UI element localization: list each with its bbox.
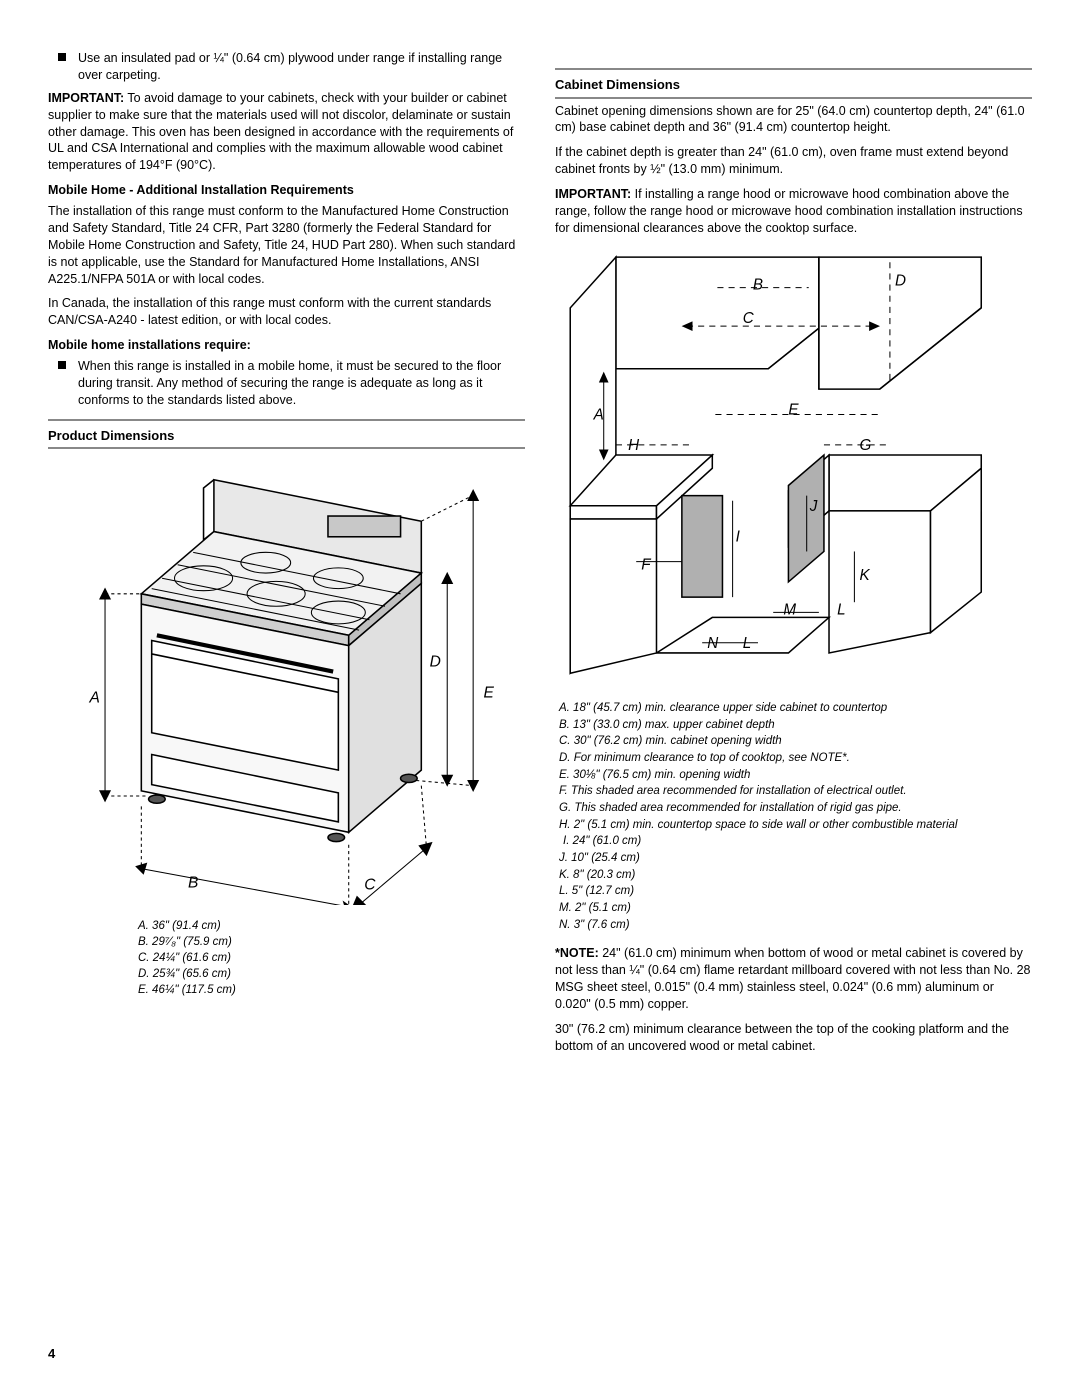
dim-row: B. 13" (33.0 cm) max. upper cabinet dept… [559,717,1032,734]
dim-label-c: C [364,877,376,894]
cab-label-k: K [859,567,870,584]
product-dim-list: A. 36" (91.4 cm) B. 29⁷⁄₈" (75.9 cm) C. … [138,918,525,998]
dim-row: H. 2" (5.1 cm) min. countertop space to … [559,817,1032,834]
cab-label-c: C [743,310,755,327]
cab-label-l2: L [743,635,751,652]
cab-label-n: N [707,635,718,652]
dim-row: G. This shaded area recommended for inst… [559,800,1032,817]
cab-p2: If the cabinet depth is greater than 24"… [555,144,1032,178]
cab-important-label: IMPORTANT: [555,187,631,201]
dim-row: F. This shaded area recommended for inst… [559,783,1032,800]
note-label: *NOTE: [555,946,599,960]
dim-row: E. 30⅛" (76.5 cm) min. opening width [559,767,1032,784]
product-dimensions-heading: Product Dimensions [48,421,525,450]
dim-row: M. 2" (5.1 cm) [559,900,1032,917]
cab-label-d: D [895,272,906,289]
product-diagram: A B C D E [48,459,525,910]
cabinet-diagram: A B C D E F G H I J K L M N L [555,247,1032,688]
note-paragraph: *NOTE: 24" (61.0 cm) minimum when bottom… [555,945,1032,1013]
dim-row: A. 36" (91.4 cm) [138,918,525,934]
dim-row: K. 8" (20.3 cm) [559,867,1032,884]
cab-label-i: I [736,528,741,545]
cab-label-a: A [593,406,604,423]
mobile-p1: The installation of this range must conf… [48,203,525,287]
bullet-item: When this range is installed in a mobile… [48,358,525,409]
dim-row: A. 18" (45.7 cm) min. clearance upper si… [559,700,1032,717]
dim-label-e: E [484,685,495,702]
left-column: Use an insulated pad or ¼" (0.64 cm) ply… [48,50,525,1063]
mobile-req-heading: Mobile home installations require: [48,337,525,354]
mobile-home-heading: Mobile Home - Additional Installation Re… [48,182,525,199]
dim-row: N. 3" (7.6 cm) [559,917,1032,934]
dim-row: D. 25¾" (65.6 cm) [138,966,525,982]
dim-row: L. 5" (12.7 cm) [559,883,1032,900]
note-p2: 30" (76.2 cm) minimum clearance between … [555,1021,1032,1055]
important-label: IMPORTANT: [48,91,124,105]
cab-important: IMPORTANT: If installing a range hood or… [555,186,1032,237]
dim-row: J. 10" (25.4 cm) [559,850,1032,867]
dim-row: B. 29⁷⁄₈" (75.9 cm) [138,934,525,950]
dim-row: C. 24¼" (61.6 cm) [138,950,525,966]
cab-p1: Cabinet opening dimensions shown are for… [555,103,1032,137]
cab-label-l: L [837,601,845,618]
dim-label-b: B [188,874,198,891]
cab-label-e: E [788,401,799,418]
cab-label-g: G [859,437,871,454]
cab-label-j: J [809,498,818,515]
right-column: Cabinet Dimensions Cabinet opening dimen… [555,50,1032,1063]
dim-label-d: D [430,654,441,671]
bullet-text: Use an insulated pad or ¼" (0.64 cm) ply… [78,50,525,84]
bullet-item: Use an insulated pad or ¼" (0.64 cm) ply… [48,50,525,84]
cab-label-b: B [753,276,763,293]
dim-row: D. For minimum clearance to top of cookt… [559,750,1032,767]
square-bullet-icon [58,53,66,61]
dim-row: I. 24" (61.0 cm) [559,833,1032,850]
important-paragraph: IMPORTANT: To avoid damage to your cabin… [48,90,525,174]
dim-row: E. 46¼" (117.5 cm) [138,982,525,998]
page-number: 4 [48,1345,55,1363]
cab-label-m: M [783,601,796,618]
square-bullet-icon [58,361,66,369]
dim-label-a: A [88,690,99,707]
mobile-p2: In Canada, the installation of this rang… [48,295,525,329]
bullet-text: When this range is installed in a mobile… [78,358,525,409]
note-text: 24" (61.0 cm) minimum when bottom of woo… [555,946,1031,1011]
cab-label-h: H [628,437,639,454]
dim-row: C. 30" (76.2 cm) min. cabinet opening wi… [559,733,1032,750]
cabinet-dim-list: A. 18" (45.7 cm) min. clearance upper si… [555,700,1032,933]
cabinet-dimensions-heading: Cabinet Dimensions [555,70,1032,99]
